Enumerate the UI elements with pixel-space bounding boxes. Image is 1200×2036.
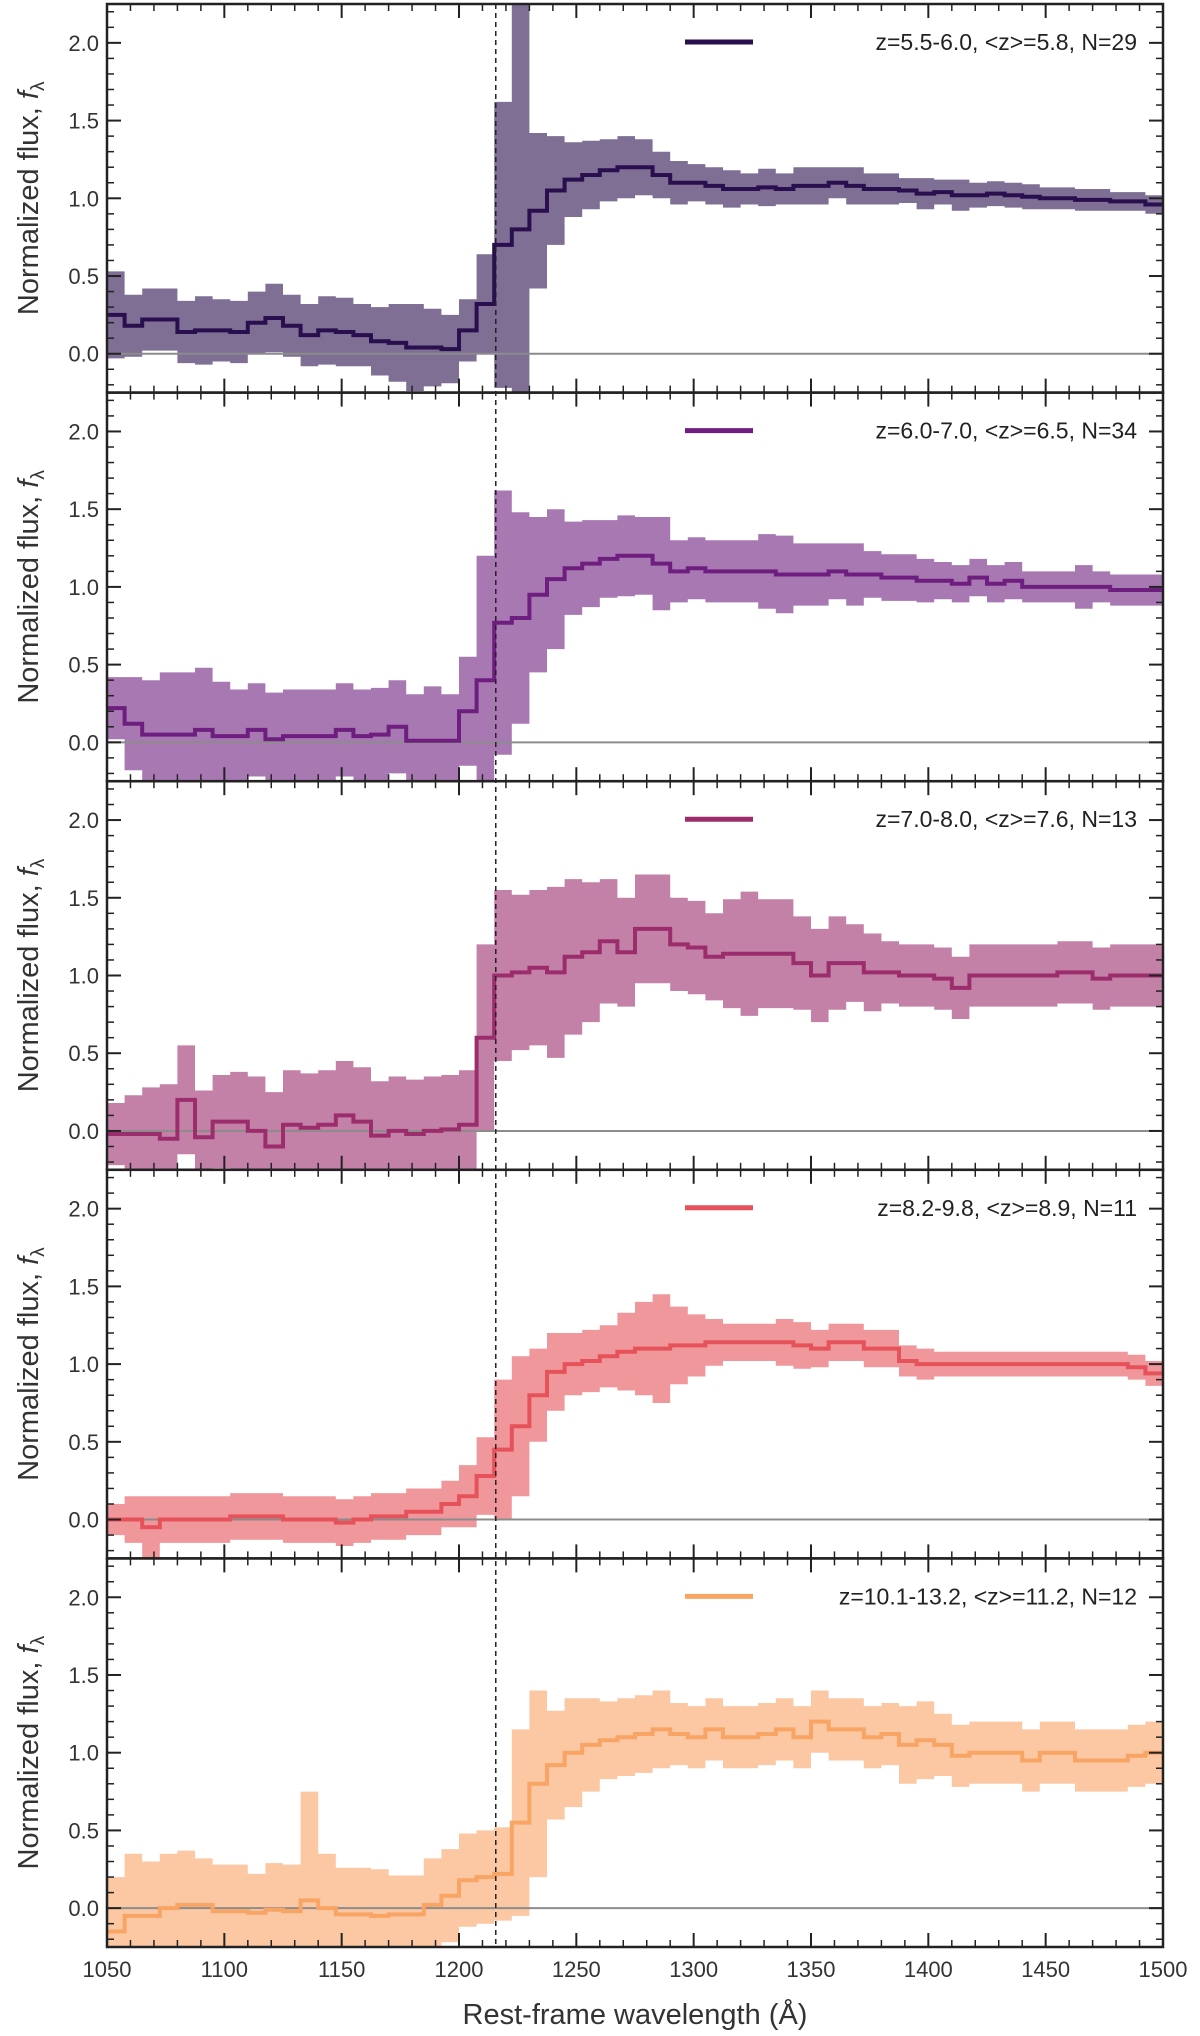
- x-axis-title: Rest-frame wavelength (Å): [463, 1998, 808, 2031]
- y-tick-label: 1.5: [68, 1274, 99, 1299]
- y-tick-label: 2.0: [68, 419, 99, 444]
- panel-3: 0.0 0.5 1.0 1.5 2.0 Normalized flux, fλ z=7.0-…: [13, 779, 1165, 1172]
- legend-label: z=10.1-13.2, <z>=11.2, N=12: [839, 1583, 1137, 1609]
- stacked-spectrum-line: [107, 165, 1163, 352]
- y-tick-label: 0.5: [68, 264, 99, 289]
- error-band: [107, 874, 1163, 1170]
- y-axis-title: Normalized flux, fλ: [13, 81, 49, 315]
- stacked-spectrum-line: [107, 926, 1163, 1149]
- x-tick-label: 1100: [201, 1957, 248, 1982]
- y-axis-subscript: λ: [28, 858, 49, 868]
- panel-plot-area: [107, 1690, 1163, 1948]
- y-tick-label: 1.5: [68, 1663, 99, 1688]
- y-tick-label: 1.5: [68, 886, 99, 911]
- legend-label: z=6.0-7.0, <z>=6.5, N=34: [876, 418, 1138, 444]
- y-axis-subscript: λ: [28, 1635, 49, 1645]
- y-tick-label: 1.0: [68, 964, 99, 989]
- stacked-spectrum-line: [107, 553, 1163, 743]
- legend-label: z=8.2-9.8, <z>=8.9, N=11: [877, 1195, 1137, 1221]
- panel-plot-area: [107, 874, 1163, 1170]
- y-axis-symbol: f: [13, 88, 45, 99]
- y-tick-label: 0.0: [68, 730, 99, 755]
- y-tick-label: 1.5: [68, 109, 99, 134]
- y-tick-label: 2.0: [68, 1585, 99, 1610]
- y-tick-label: 0.0: [68, 342, 99, 367]
- panel-2: 0.0 0.5 1.0 1.5 2.0 Normalized flux, fλ z=6.0-…: [13, 391, 1165, 783]
- error-band: [107, 490, 1163, 782]
- y-tick-label: 2.0: [68, 808, 99, 833]
- y-axis-symbol: f: [13, 477, 45, 488]
- panel-5: 0.0 0.5 1.0 1.5 2.0 Normalized flux, fλ z=10.1…: [13, 1557, 1165, 1949]
- y-axis-title: Normalized flux, fλ: [13, 1635, 49, 1869]
- y-tick-label: 1.0: [68, 575, 99, 600]
- x-tick-label: 1450: [1021, 1957, 1070, 1982]
- panel-plot-area: [107, 1294, 1163, 1559]
- y-tick-label: 0.0: [68, 1119, 99, 1144]
- panel-plot-area: [107, 4, 1163, 393]
- stacked-spectrum-line: [107, 1719, 1163, 1934]
- y-axis-symbol: f: [13, 1642, 45, 1653]
- y-axis-title: Normalized flux, fλ: [13, 1247, 49, 1481]
- panel-4: 0.0 0.5 1.0 1.5 2.0 Normalized flux, fλ z=8.2-…: [13, 1168, 1165, 1560]
- x-axis: 1050 1100 1150 1200 1250 1300 1350 1400 1450 1500: [83, 1957, 1188, 1982]
- y-axis-symbol: f: [13, 865, 45, 876]
- y-tick-label: 0.5: [68, 1430, 99, 1455]
- stacked-spectrum-line: [107, 1340, 1163, 1530]
- panels-layer: 0.0 0.5 1.0 1.5 2.0 Normalized flux, fλ z=5.5-…: [13, 2, 1165, 1949]
- y-tick-label: 0.5: [68, 1818, 99, 1843]
- panel-1: 0.0 0.5 1.0 1.5 2.0 Normalized flux, fλ z=5.5-…: [13, 2, 1165, 394]
- y-tick-label: 2.0: [68, 31, 99, 56]
- x-tick-label: 1350: [787, 1957, 836, 1982]
- x-tick-label: 1300: [669, 1957, 718, 1982]
- x-tick-label: 1250: [552, 1957, 601, 1982]
- x-tick-label: 1500: [1139, 1957, 1188, 1982]
- y-axis-subscript: λ: [28, 1247, 49, 1257]
- y-tick-label: 0.5: [68, 1041, 99, 1066]
- y-tick-label: 1.5: [68, 497, 99, 522]
- x-tick-label: 1400: [904, 1957, 953, 1982]
- legend-label: z=5.5-6.0, <z>=5.8, N=29: [876, 29, 1138, 55]
- y-tick-label: 1.0: [68, 186, 99, 211]
- panel-plot-area: [107, 490, 1163, 782]
- y-axis-subscript: λ: [28, 470, 49, 480]
- y-tick-label: 2.0: [68, 1197, 99, 1222]
- x-tick-label: 1200: [435, 1957, 484, 1982]
- x-tick-label: 1150: [318, 1957, 365, 1982]
- y-tick-label: 0.5: [68, 653, 99, 678]
- y-axis-title: Normalized flux, fλ: [13, 470, 49, 704]
- legend-label: z=7.0-8.0, <z>=7.6, N=13: [876, 806, 1138, 832]
- error-band: [107, 4, 1163, 393]
- y-tick-label: 1.0: [68, 1741, 99, 1766]
- y-axis-title: Normalized flux, fλ: [13, 858, 49, 1092]
- y-tick-label: 0.0: [68, 1896, 99, 1921]
- y-tick-label: 1.0: [68, 1352, 99, 1377]
- error-band: [107, 1690, 1163, 1948]
- y-tick-label: 0.0: [68, 1508, 99, 1533]
- y-axis-subscript: λ: [28, 81, 49, 91]
- y-axis-symbol: f: [13, 1254, 45, 1265]
- x-tick-label: 1050: [83, 1957, 132, 1982]
